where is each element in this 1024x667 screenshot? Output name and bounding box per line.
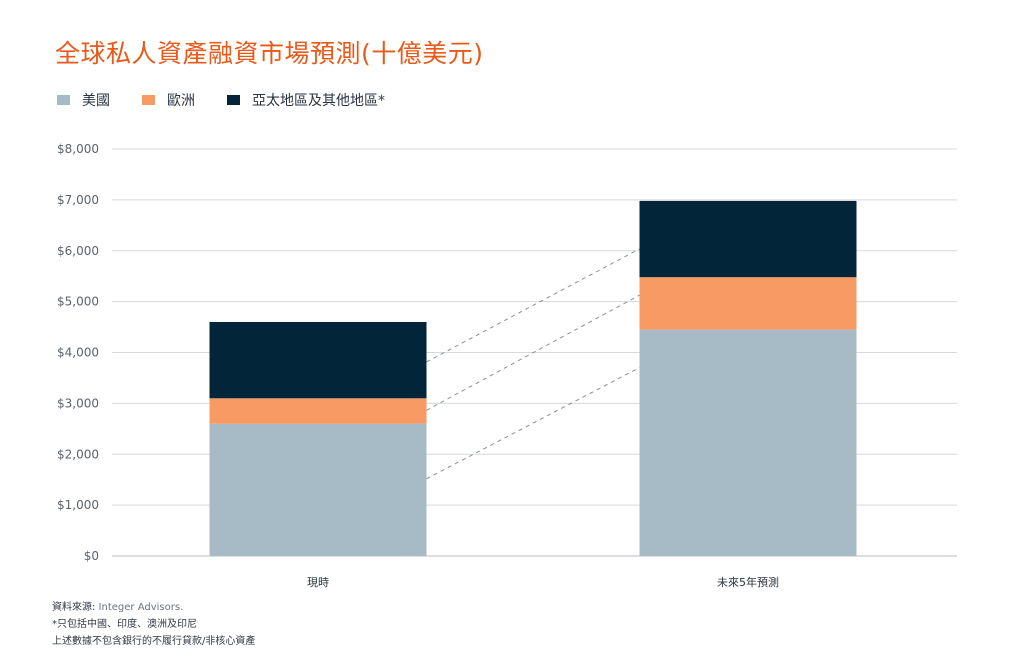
- bar-segment: [209, 398, 427, 424]
- y-tick-label: $4,000: [57, 346, 99, 360]
- footnote: *只包括中國、印度、澳洲及印尼: [52, 619, 197, 630]
- footnotes: 資料來源: Integer Advisors. *只包括中國、印度、澳洲及印尼 …: [52, 599, 255, 650]
- y-tick-label: $8,000: [57, 142, 99, 156]
- bar-segment: [639, 277, 857, 330]
- bar-segment: [639, 329, 857, 556]
- bar-segment: [639, 200, 857, 278]
- stacked-bar-chart: $0 $1,000 $2,000 $3,000 $4,000 $5,000 $6,000 $7…: [57, 142, 957, 589]
- source-label: 資料來源:: [52, 602, 96, 613]
- y-tick-label: $1,000: [57, 498, 99, 512]
- legend-item-apac: 亞太地區及其他地區*: [227, 90, 385, 110]
- source-value: Integer Advisors.: [95, 602, 184, 613]
- y-tick-label: $3,000: [57, 396, 99, 410]
- y-tick-label: $2,000: [57, 447, 99, 461]
- source-note: 資料來源: Integer Advisors.: [52, 599, 255, 616]
- bar-segment: [209, 423, 427, 556]
- bar-segment: [209, 321, 427, 399]
- legend-item-us: 美國: [57, 90, 110, 110]
- bars: [209, 200, 857, 556]
- legend-swatch-europe: [142, 95, 155, 105]
- legend-label-europe: 歐洲: [167, 93, 195, 109]
- connector-line: [426, 367, 640, 480]
- legend: 美國 歐洲 亞太地區及其他地區*: [57, 90, 417, 110]
- y-tick-label: $7,000: [57, 193, 99, 207]
- x-tick-label: 未來5年預測: [717, 575, 779, 589]
- connector-line: [426, 248, 640, 363]
- legend-label-us: 美國: [82, 93, 110, 109]
- y-tick-label: $0: [84, 549, 99, 563]
- y-tick-label: $5,000: [57, 295, 99, 309]
- connector-line: [426, 294, 640, 411]
- y-tick-label: $6,000: [57, 244, 99, 258]
- x-axis: 現時 未來5年預測: [307, 575, 779, 589]
- legend-label-apac: 亞太地區及其他地區*: [252, 93, 385, 109]
- connector-lines: [426, 248, 640, 480]
- y-axis: $0 $1,000 $2,000 $3,000 $4,000 $5,000 $6,000 $7…: [57, 142, 99, 563]
- disclaimer: 上述數據不包含銀行的不履行貸款/非核心資產: [52, 636, 256, 647]
- legend-swatch-us: [57, 95, 70, 105]
- legend-item-europe: 歐洲: [142, 90, 195, 110]
- x-tick-label: 現時: [307, 576, 329, 589]
- chart-title: 全球私人資產融資市場預測(十億美元): [55, 39, 484, 68]
- legend-swatch-apac: [227, 95, 240, 105]
